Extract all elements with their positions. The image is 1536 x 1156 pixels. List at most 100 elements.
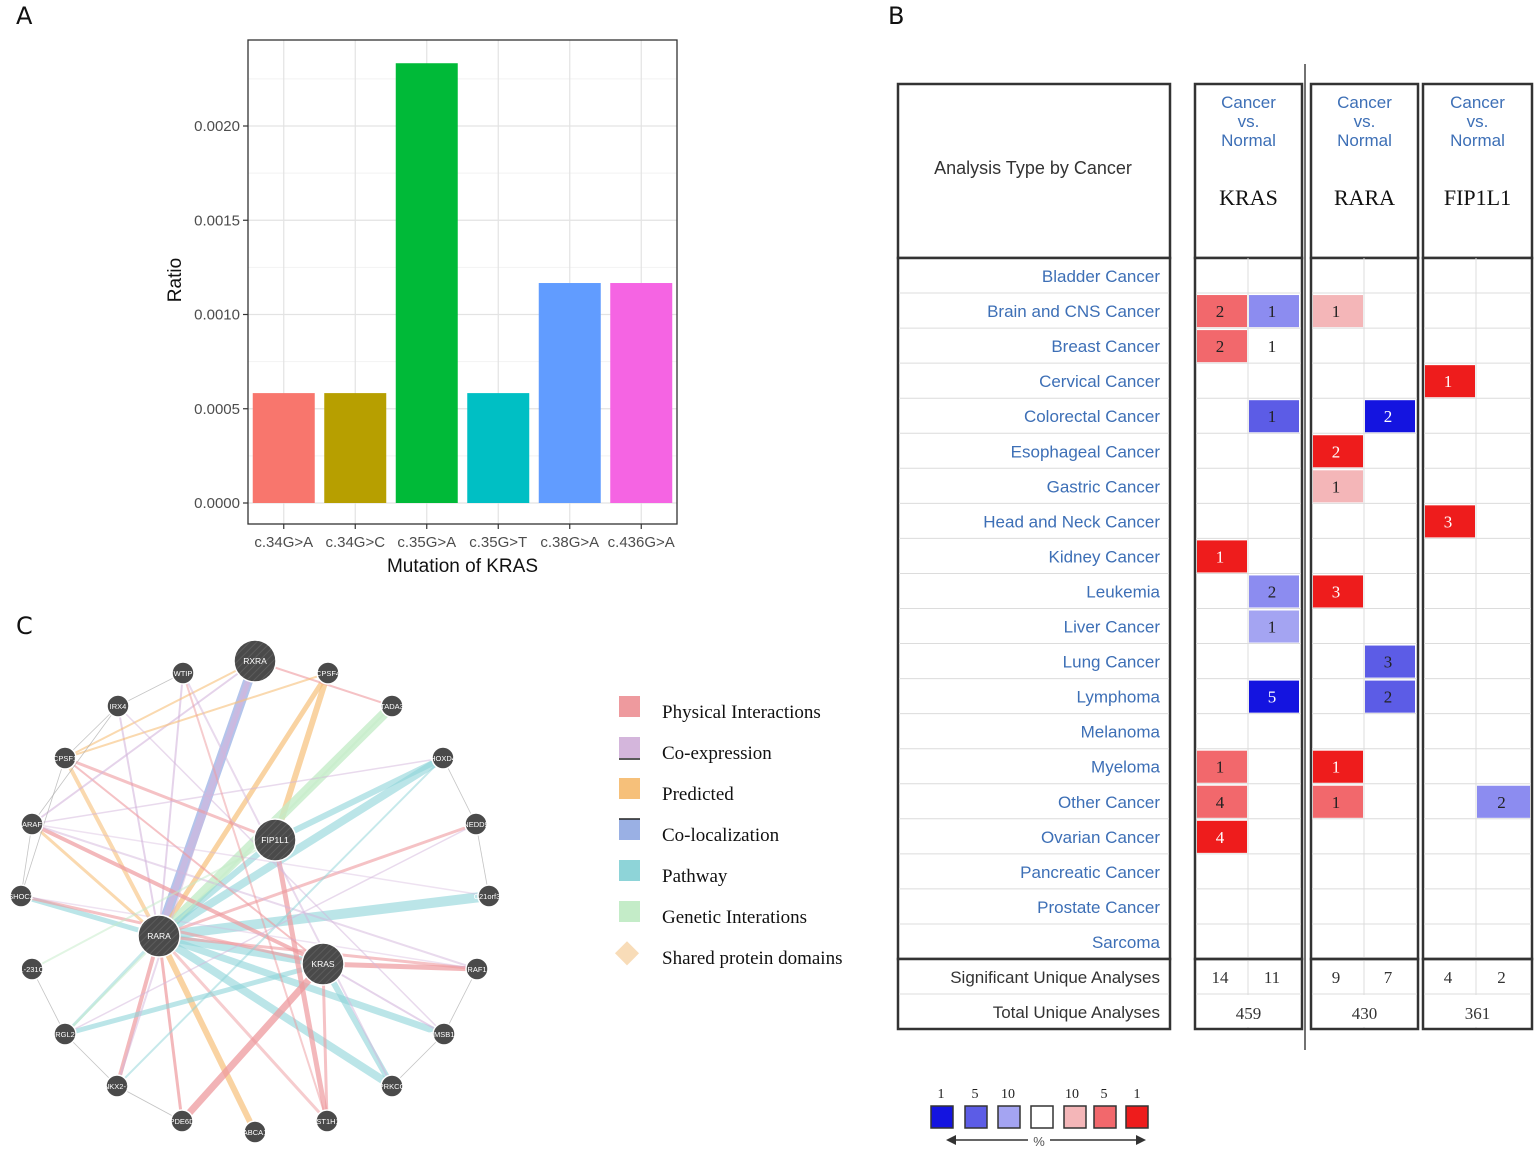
x-tick-label: c.38G>A xyxy=(540,534,599,551)
cell-value: 1 xyxy=(1268,618,1277,637)
total-count: 459 xyxy=(1236,1004,1262,1023)
cell-value: 1 xyxy=(1216,758,1225,777)
heat-cell xyxy=(1477,785,1530,818)
node-label: IRX4 xyxy=(110,702,127,711)
network-edge xyxy=(19,894,325,966)
node-circle xyxy=(106,694,130,718)
gene-body-box xyxy=(1309,256,1420,961)
x-tick-label: c.35G>A xyxy=(397,534,456,551)
cell-value: 1 xyxy=(1332,758,1341,777)
node-circle xyxy=(105,1074,129,1098)
comparison-label: Normal xyxy=(1450,131,1505,150)
network-node: FIP1L1 xyxy=(253,818,297,862)
significant-count: 9 xyxy=(1332,968,1341,987)
network-edge xyxy=(64,757,324,965)
network-edge xyxy=(31,660,256,825)
y-tick-label: 0.0005 xyxy=(194,401,240,418)
gene-header: RARA xyxy=(1334,185,1395,210)
cancer-type-label: Liver Cancer xyxy=(1064,618,1161,637)
total-cell-bg xyxy=(1197,995,1300,1027)
heat-cell xyxy=(1313,785,1363,818)
node-circle xyxy=(20,812,44,836)
legend-label: Predicted xyxy=(662,784,734,805)
x-tick-label: c.35G>T xyxy=(469,534,527,551)
node-label: NEDD9 xyxy=(463,820,488,829)
legend-arrow-right xyxy=(1136,1135,1146,1145)
network-edge xyxy=(272,670,331,843)
cancer-type-label: Kidney Cancer xyxy=(1048,547,1160,566)
cell-value: 4 xyxy=(1216,828,1225,847)
network-edge xyxy=(155,932,448,1038)
network-edge xyxy=(475,823,490,897)
cancer-type-label: Brain and CNS Cancer xyxy=(987,302,1160,321)
heat-cell xyxy=(1313,295,1363,328)
network-edge xyxy=(20,757,66,897)
legend-tick-label: 1 xyxy=(938,1087,945,1102)
total-cell-bg xyxy=(1313,995,1416,1027)
gene-header-box xyxy=(1309,82,1420,260)
node-circle xyxy=(431,746,455,770)
comparison-label: Normal xyxy=(1337,131,1392,150)
x-axis-label: Mutation of KRAS xyxy=(387,556,538,577)
node-label: CPSF1 xyxy=(53,754,77,763)
cell-value: 1 xyxy=(1268,302,1277,321)
legend-label: Co-localization xyxy=(662,825,780,846)
network-edge xyxy=(64,705,119,759)
gene-header-box xyxy=(1421,82,1534,260)
corner-header-box xyxy=(896,82,1172,260)
network-edge xyxy=(157,934,329,1123)
network-edge xyxy=(154,656,260,941)
node-label: PDE6D xyxy=(169,1117,195,1126)
cancer-type-label: Ovarian Cancer xyxy=(1041,828,1160,847)
network-node: RGL2 xyxy=(53,1022,77,1046)
heat-cell xyxy=(1249,295,1299,328)
cell-value: 1 xyxy=(1332,477,1341,496)
significant-count: 4 xyxy=(1444,968,1453,987)
gene-body-box xyxy=(1193,256,1304,961)
node-circle xyxy=(170,1109,194,1133)
network-edge xyxy=(154,701,397,941)
y-tick-label: 0.0010 xyxy=(194,307,240,324)
heat-cell xyxy=(1249,575,1299,608)
node-label: RP11-231C18.3 xyxy=(5,965,58,974)
node-label: SHOC2 xyxy=(8,892,34,901)
cancer-type-label: Pancreatic Cancer xyxy=(1020,863,1160,882)
network-edge xyxy=(64,705,393,1035)
comparison-label: vs. xyxy=(1467,112,1489,131)
legend-swatch xyxy=(1093,1105,1117,1129)
network-edge xyxy=(31,823,490,897)
plot-border xyxy=(247,39,678,525)
gene-header-box xyxy=(1193,82,1304,260)
network-node: CPSF4 xyxy=(316,661,340,685)
node-label: RXRA xyxy=(243,656,267,666)
total-count: 361 xyxy=(1465,1004,1491,1023)
node-label: FIP1L1 xyxy=(261,835,289,845)
footer-gene-box xyxy=(1421,957,1534,1031)
network-edge xyxy=(182,672,393,1087)
node-label: TADA3 xyxy=(380,702,404,711)
heat-cell xyxy=(1313,575,1363,608)
network-edge xyxy=(117,705,445,1035)
edges xyxy=(18,656,494,1135)
cell-value: 2 xyxy=(1268,582,1277,601)
cell-value: 4 xyxy=(1216,793,1225,812)
node-circle xyxy=(253,818,297,862)
cell-value: 1 xyxy=(1332,793,1341,812)
heat-cell xyxy=(1197,785,1247,818)
network-edge xyxy=(155,932,396,1090)
legend-label: Physical Interactions xyxy=(662,702,821,723)
network-edge xyxy=(272,837,330,1124)
cancer-type-label: Lymphoma xyxy=(1077,688,1161,707)
panel-label-c: C xyxy=(16,612,33,640)
cancer-type-label: Bladder Cancer xyxy=(1042,267,1160,286)
legend-swatch xyxy=(1063,1105,1087,1129)
network-node: PDE6D xyxy=(169,1109,195,1133)
network-edge xyxy=(20,823,33,897)
node-label: HIST1H1C xyxy=(309,1117,346,1126)
heat-cell xyxy=(1249,400,1299,433)
heat-cell xyxy=(1197,750,1247,783)
legend-arrow-left xyxy=(946,1135,956,1145)
cancer-type-label: Esophageal Cancer xyxy=(1011,442,1161,461)
heat-cell xyxy=(1197,820,1247,853)
network-edge xyxy=(62,961,326,1037)
